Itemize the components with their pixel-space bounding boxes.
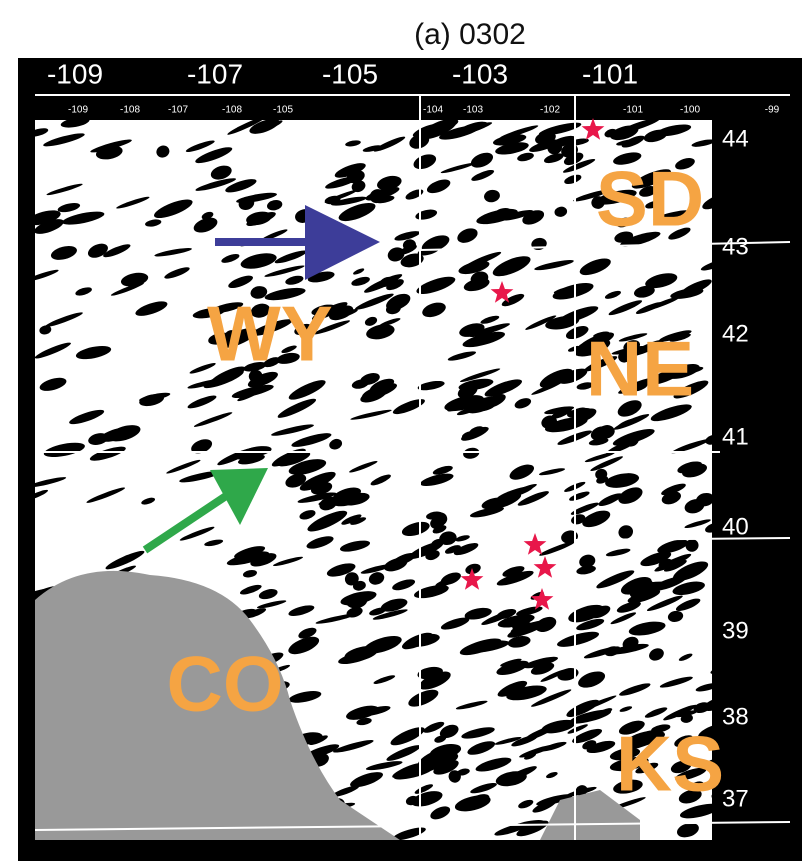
lat-label: 44: [722, 125, 749, 152]
page: {"title": "(a) 0302", "outer_lon_labels"…: [0, 0, 802, 861]
state-label: NE: [586, 325, 694, 413]
inner-lon-label: -100: [680, 105, 700, 116]
lat-label: 43: [722, 233, 749, 260]
inner-lon-label: -99: [765, 105, 780, 116]
outer-lon-label: -105: [322, 58, 378, 89]
inner-lon-label: -105: [273, 105, 293, 116]
inner-lon-label: -108: [222, 105, 242, 116]
inner-lon-label: -109: [68, 105, 88, 116]
outer-lon-label: -103: [452, 58, 508, 89]
inner-lon-label: -103: [463, 105, 483, 116]
inner-lon-label: -104: [423, 105, 443, 116]
lat-label: 38: [722, 703, 749, 730]
inner-lon-label: -102: [540, 105, 560, 116]
map-figure: (a) 0302 -109 -107 -105 -103 -101 -109 -108 -10…: [0, 0, 802, 861]
lat-label: 37: [722, 785, 749, 812]
inner-lon-label: -107: [168, 105, 188, 116]
figure-title: (a) 0302: [414, 18, 526, 51]
outer-lon-label: -107: [187, 58, 243, 89]
lat-label: 42: [722, 320, 749, 347]
state-label: CO: [167, 640, 284, 728]
outer-lon-label: -109: [47, 58, 103, 89]
state-label: SD: [596, 155, 704, 243]
inner-lon-label: -108: [120, 105, 140, 116]
lat-label: 39: [722, 617, 749, 644]
lat-label: 41: [722, 423, 749, 450]
state-label: KS: [616, 720, 724, 808]
inner-lon-label: -101: [623, 105, 643, 116]
outer-lon-label: -101: [582, 58, 638, 89]
lat-label: 40: [722, 513, 749, 540]
state-label: WY: [207, 290, 333, 378]
